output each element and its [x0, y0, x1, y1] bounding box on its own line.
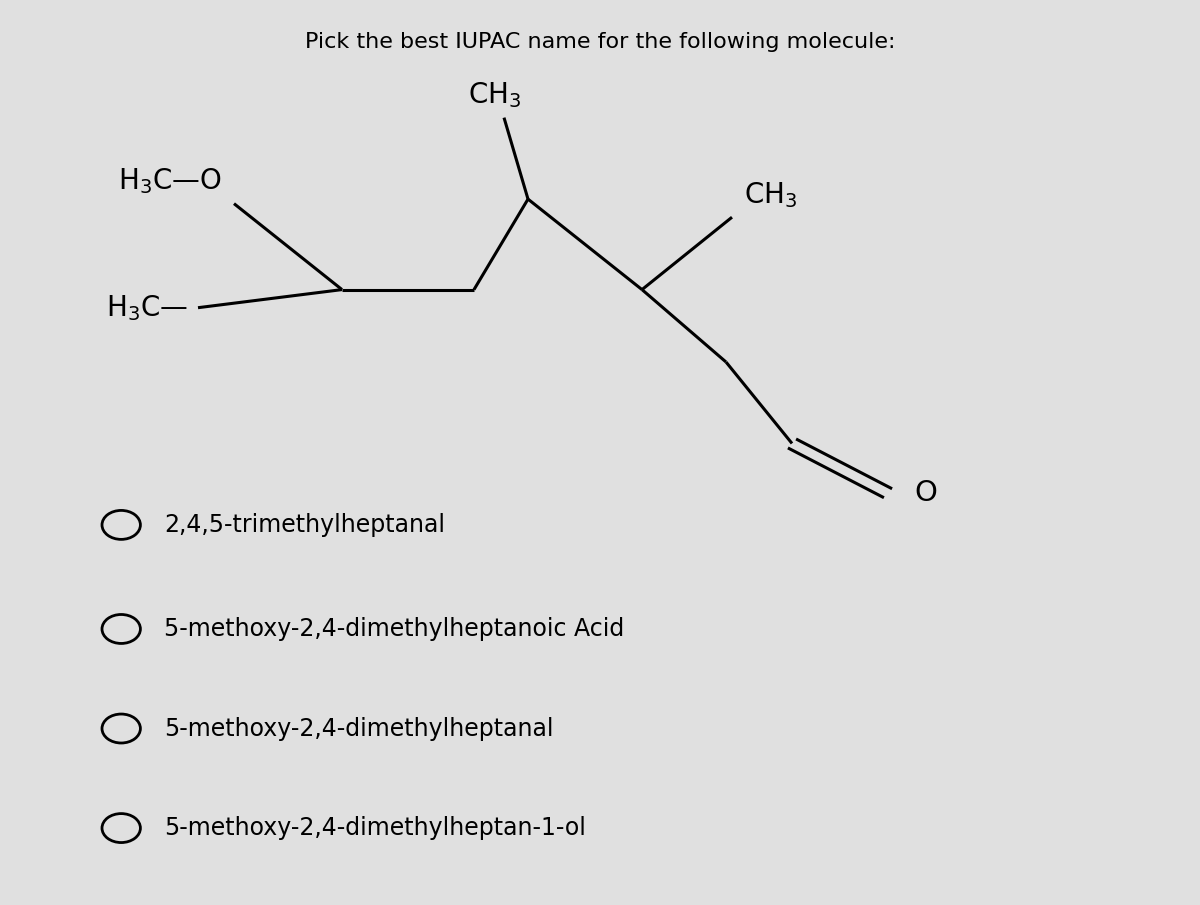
Text: Pick the best IUPAC name for the following molecule:: Pick the best IUPAC name for the followi…	[305, 32, 895, 52]
Text: CH$_3$: CH$_3$	[468, 81, 521, 110]
Text: 5-methoxy-2,4-dimethylheptanoic Acid: 5-methoxy-2,4-dimethylheptanoic Acid	[164, 617, 625, 641]
Text: O: O	[914, 480, 937, 507]
Text: 5-methoxy-2,4-dimethylheptan-1-ol: 5-methoxy-2,4-dimethylheptan-1-ol	[164, 816, 587, 840]
Text: 2,4,5-trimethylheptanal: 2,4,5-trimethylheptanal	[164, 513, 445, 537]
Text: CH$_3$: CH$_3$	[744, 180, 797, 210]
Text: H$_3$C—: H$_3$C—	[107, 293, 188, 322]
Text: 5-methoxy-2,4-dimethylheptanal: 5-methoxy-2,4-dimethylheptanal	[164, 717, 554, 740]
Text: H$_3$C—O: H$_3$C—O	[119, 167, 222, 196]
